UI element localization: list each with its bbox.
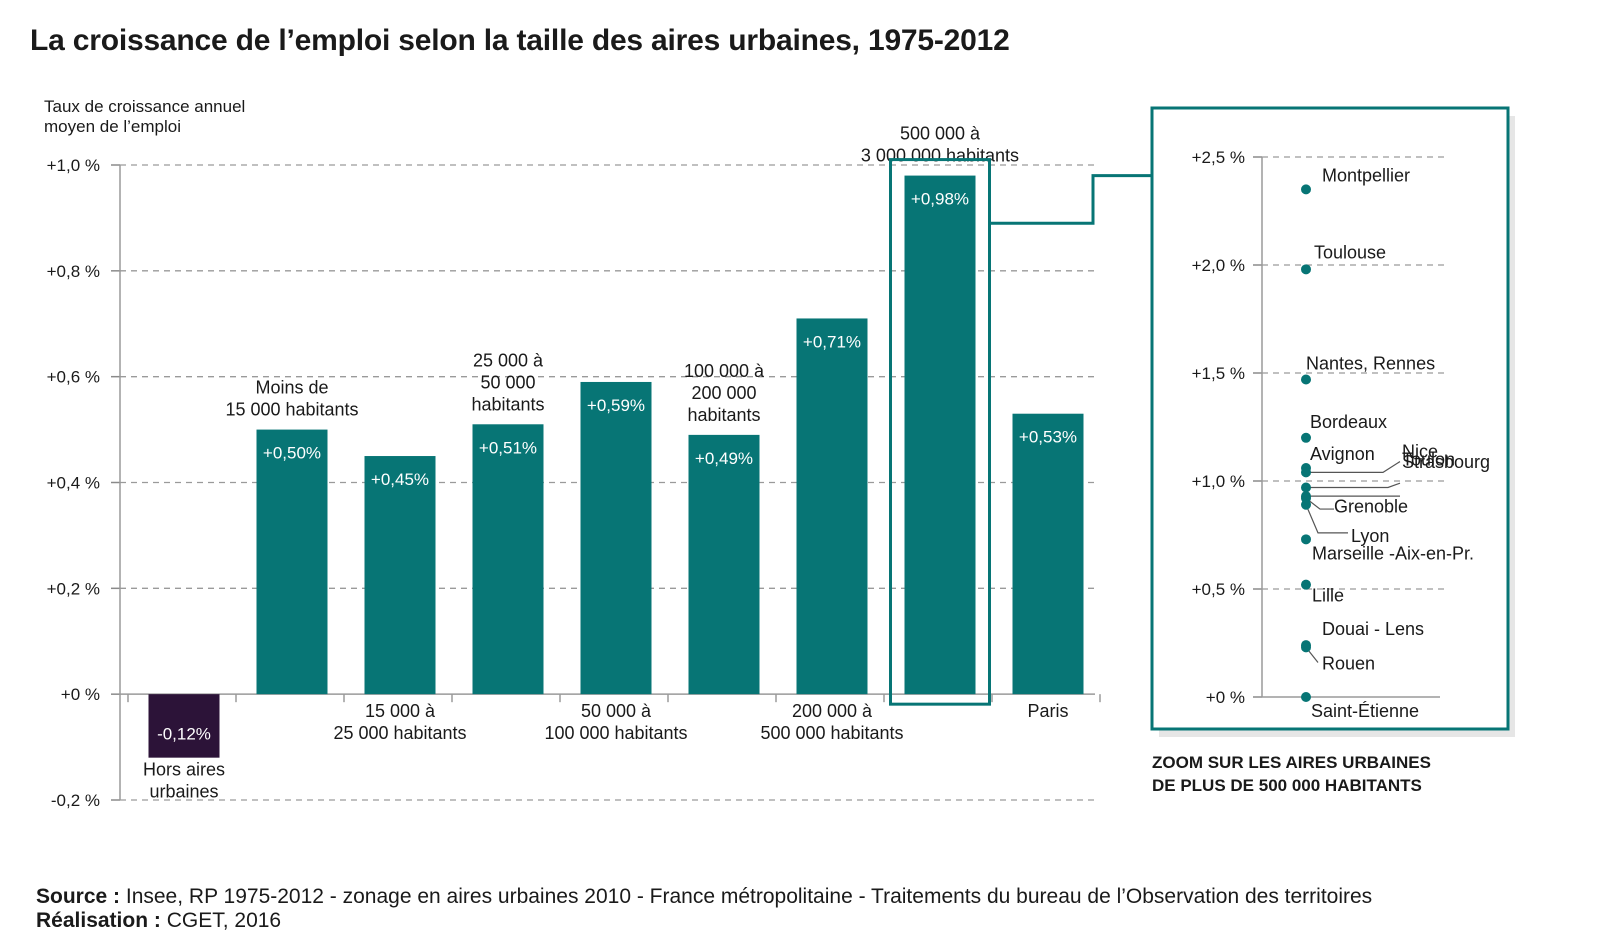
zoom-data-point — [1301, 184, 1311, 195]
zoom-y-tick-label: +1,0 % — [1192, 472, 1245, 491]
y-tick-label: -0,2 % — [51, 791, 100, 810]
y-axis-label: Taux de croissance annuel — [44, 97, 245, 116]
zoom-y-tick-label: +2,5 % — [1192, 148, 1245, 167]
bar — [904, 175, 976, 695]
category-label: Hors aires — [143, 760, 225, 780]
y-axis-label: moyen de l’emploi — [44, 117, 181, 136]
zoom-data-point — [1301, 467, 1311, 478]
category-label: 15 000 habitants — [225, 400, 358, 420]
zoom-data-point — [1301, 499, 1311, 510]
highlight-frame — [889, 158, 991, 706]
zoom-point-label: Lille — [1312, 586, 1344, 606]
zoom-data-point — [1301, 534, 1311, 545]
zoom-frame — [1150, 106, 1510, 731]
realisation-label: Réalisation : — [36, 909, 161, 932]
bar — [796, 318, 868, 695]
category-label: habitants — [687, 405, 760, 425]
category-label: 100 000 à — [684, 361, 765, 381]
zoom-data-point — [1301, 482, 1311, 493]
y-tick-label: +0,8 % — [47, 262, 100, 281]
bar-value-label: +0,45% — [371, 470, 429, 489]
category-label: 25 000 à — [473, 350, 544, 370]
chart-title: La croissance de l’emploi selon la taill… — [30, 24, 1010, 57]
bar — [580, 381, 652, 695]
zoom-point-label: Toulouse — [1314, 242, 1386, 262]
bar — [472, 424, 544, 695]
zoom-data-point — [1301, 579, 1311, 590]
zoom-point-label: Nantes, Rennes — [1306, 353, 1435, 373]
bar-value-label: +0,71% — [803, 332, 861, 351]
y-tick-label: +1,0 % — [47, 156, 100, 175]
realisation-line: Réalisation : CGET, 2016 — [36, 909, 1372, 933]
y-tick-label: +0 % — [61, 685, 100, 704]
category-label: Paris — [1027, 701, 1068, 721]
zoom-leader-line — [1306, 482, 1401, 489]
bar — [364, 456, 436, 695]
zoom-data-point — [1301, 432, 1311, 443]
zoom-title: DE PLUS DE 500 000 HABITANTS — [1152, 776, 1422, 795]
category-label: 500 000 habitants — [760, 723, 903, 743]
y-tick-label: +0,4 % — [47, 474, 100, 493]
zoom-leader-line — [1305, 504, 1348, 534]
zoom-data-point — [1301, 374, 1311, 385]
zoom-point-label: Bordeaux — [1310, 412, 1387, 432]
bar — [148, 694, 220, 758]
zoom-data-point — [1301, 692, 1311, 702]
zoom-point-label: Rouen — [1322, 653, 1375, 673]
footer: Source : Insee, RP 1975-2012 - zonage en… — [36, 885, 1372, 933]
zoom-point-label: Grenoble — [1334, 496, 1408, 516]
bar — [688, 434, 760, 695]
category-label: 500 000 à — [900, 124, 981, 144]
bar — [1012, 413, 1084, 695]
category-label: 3 000 000 habitants — [861, 146, 1019, 166]
zoom-point-label: Nice — [1402, 441, 1438, 461]
zoom-point-label: Lyon — [1351, 526, 1389, 546]
source-text: Insee, RP 1975-2012 - zonage en aires ur… — [120, 885, 1373, 908]
category-label: habitants — [471, 394, 544, 414]
zoom-point-label: Toulon — [1402, 449, 1455, 469]
zoom-y-tick-label: +0 % — [1206, 688, 1245, 707]
y-tick-label: +0,6 % — [47, 368, 100, 387]
zoom-point-label: Strasbourg — [1402, 452, 1490, 472]
category-label: urbaines — [149, 782, 218, 802]
bar-value-label: -0,12% — [157, 725, 211, 744]
category-label: 200 000 à — [792, 701, 873, 721]
bar-value-label: +0,59% — [587, 396, 645, 415]
category-label: 100 000 habitants — [544, 723, 687, 743]
source-label: Source : — [36, 885, 121, 908]
category-label: 15 000 à — [365, 701, 436, 721]
bar-value-label: +0,53% — [1019, 428, 1077, 447]
zoom-scatter-chart: +2,5 % +2,0 % +1,5 % +1,0 % +0,5 % +0 % Montpe… — [1150, 106, 1515, 795]
zoom-point-label: Marseille -Aix-en-Pr. — [1312, 543, 1474, 563]
zoom-point-label: Douai - Lens — [1322, 619, 1424, 639]
zoom-title: ZOOM SUR LES AIRES URBAINES — [1152, 753, 1431, 772]
bar — [256, 429, 328, 695]
y-tick-label: +0,2 % — [47, 579, 100, 598]
category-label: Moins de — [255, 378, 328, 398]
zoom-y-tick-label: +2,0 % — [1192, 256, 1245, 275]
category-label: 200 000 — [691, 383, 756, 403]
bar-value-label: +0,98% — [911, 190, 969, 209]
bar-value-label: +0,49% — [695, 449, 753, 468]
zoom-leader-line — [1305, 497, 1334, 510]
zoom-data-point — [1301, 642, 1311, 653]
realisation-text: CGET, 2016 — [160, 909, 282, 932]
category-label: 50 000 — [480, 372, 535, 392]
zoom-point-label: Montpellier — [1322, 165, 1410, 185]
zoom-data-point — [1301, 264, 1311, 275]
zoom-connector — [989, 174, 1152, 225]
category-label: 25 000 habitants — [333, 723, 466, 743]
bar-value-label: +0,50% — [263, 444, 321, 463]
zoom-y-tick-label: +0,5 % — [1192, 580, 1245, 599]
zoom-point-label: Saint-Étienne — [1311, 701, 1419, 721]
source-line: Source : Insee, RP 1975-2012 - zonage en… — [36, 885, 1372, 909]
zoom-y-tick-label: +1,5 % — [1192, 364, 1245, 383]
bar-value-label: +0,51% — [479, 438, 537, 457]
category-label: 50 000 à — [581, 701, 652, 721]
zoom-leader-line — [1306, 461, 1401, 473]
zoom-point-label: Avignon — [1310, 444, 1375, 464]
